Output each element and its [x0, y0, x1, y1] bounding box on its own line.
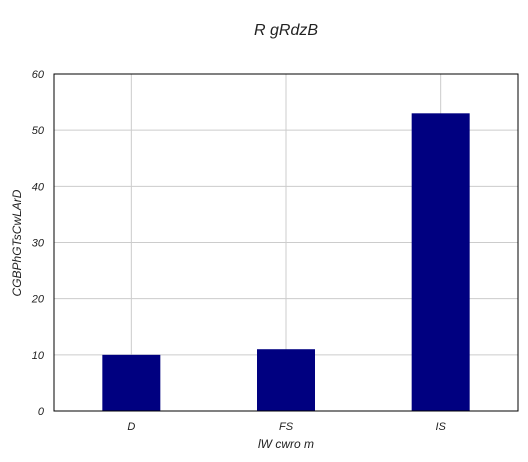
x-tick-label: D: [127, 421, 135, 433]
bar-D: [102, 354, 161, 411]
y-tick-label: 60: [32, 69, 45, 81]
y-axis-label: CGBPhGTsCwLArD: [10, 189, 24, 296]
bar-FS: [257, 349, 315, 411]
y-tick-label: 10: [32, 350, 45, 362]
y-tick-label: 0: [38, 406, 45, 418]
y-tick-label: 40: [32, 181, 45, 193]
y-tick-labels: 0 10 20 30 40 50 60: [31, 69, 45, 418]
grid: [54, 74, 518, 411]
bar-IS: [411, 113, 470, 412]
x-tick-label: FS: [279, 421, 294, 433]
chart-title: R gRdzB: [254, 22, 318, 39]
x-tick-label: IS: [435, 421, 446, 433]
bars: [102, 113, 470, 412]
x-axis-label: lW cwro m: [258, 437, 314, 451]
y-tick-label: 50: [32, 125, 45, 137]
y-tick-label: 20: [31, 294, 45, 306]
y-tick-label: 30: [32, 238, 45, 250]
x-tick-labels: D FS IS: [127, 421, 446, 433]
plot-frame: [53, 73, 519, 412]
